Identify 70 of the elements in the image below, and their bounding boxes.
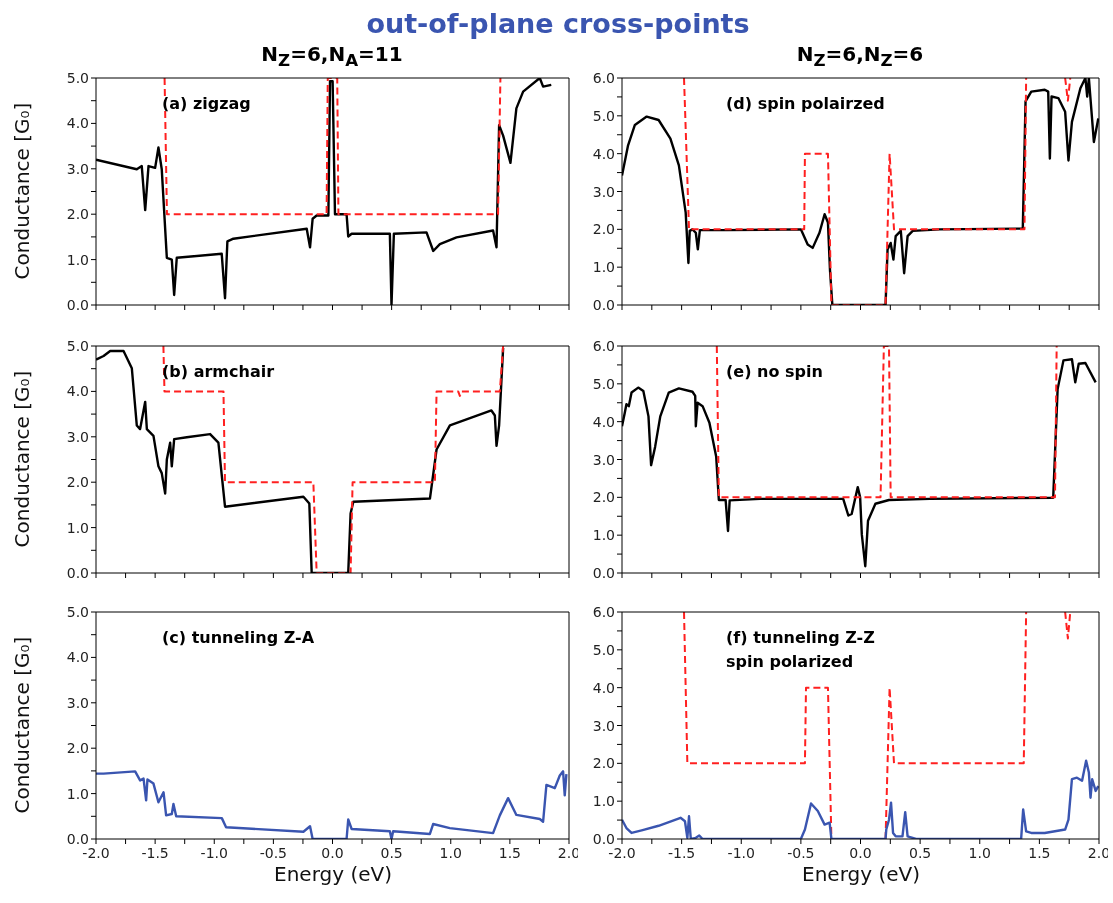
x-tick-label: 1.5	[498, 845, 522, 861]
x-axis-title: Energy (eV)	[801, 861, 921, 887]
y-axis-title: Conductance [G₀]	[9, 635, 35, 816]
annotation: (c) tunneling Z-A	[162, 627, 315, 649]
annotation: (e) no spin	[726, 361, 823, 383]
y-tick-label: 2.0	[592, 489, 615, 506]
y-tick-label: 4.0	[66, 115, 89, 132]
x-tick-label: -2.0	[608, 845, 636, 861]
annotation: (f) tunneling Z-Z spin polarized	[726, 627, 875, 673]
x-tick-label: 0.5	[380, 845, 403, 861]
annotation: (b) armchair	[162, 361, 275, 383]
x-tick-label: 1.5	[1028, 845, 1051, 861]
y-tick-label: 5.0	[66, 604, 89, 620]
y-tick-label: 6.0	[592, 604, 615, 620]
y-tick-label: 2.0	[66, 474, 89, 491]
y-tick-label: 3.0	[592, 451, 615, 468]
y-tick-label: 3.0	[66, 694, 89, 711]
y-tick-label: 5.0	[592, 107, 615, 124]
annotation: (a) zigzag	[162, 93, 251, 115]
y-tick-label: 4.0	[592, 413, 615, 430]
x-tick-label: 1.0	[968, 845, 991, 861]
chart-subtitle: N$_{Z}$=6,N$_{A}$=11	[260, 42, 404, 70]
y-tick-label: 5.0	[66, 70, 89, 86]
y-tick-label: 3.0	[66, 160, 89, 177]
y-tick-label: 4.0	[66, 649, 89, 666]
y-tick-label: 6.0	[592, 338, 615, 354]
y-tick-label: 3.0	[66, 428, 89, 445]
x-tick-label: 0.5	[908, 845, 932, 861]
y-tick-label: 2.0	[66, 740, 89, 757]
x-tick-label: -2.0	[82, 845, 110, 861]
y-axis-title: Conductance [G₀]	[9, 369, 35, 550]
y-tick-label: 0.0	[66, 565, 89, 581]
y-tick-label: 5.0	[592, 375, 615, 392]
y-tick-label: 5.0	[592, 641, 615, 658]
y-tick-label: 4.0	[66, 383, 89, 400]
y-tick-label: 1.0	[66, 251, 89, 268]
x-tick-label: -1.0	[200, 845, 228, 861]
y-axis-title: Conductance [G₀]	[9, 101, 35, 282]
y-tick-label: 2.0	[592, 755, 615, 772]
y-tick-label: 5.0	[66, 338, 89, 354]
y-tick-label: 1.0	[66, 785, 89, 802]
y-tick-label: 4.0	[592, 679, 615, 696]
x-tick-label: 0.0	[849, 845, 872, 861]
chart-title: out-of-plane cross-points	[365, 8, 751, 39]
y-tick-label: 6.0	[592, 70, 615, 86]
y-tick-label: 1.0	[592, 259, 615, 276]
x-tick-label: 0.0	[321, 845, 344, 861]
y-tick-label: 0.0	[66, 831, 89, 847]
y-tick-label: 1.0	[66, 519, 89, 536]
line-series	[162, 346, 505, 573]
y-tick-label: 1.0	[592, 527, 615, 544]
chart-subtitle: N$_{Z}$=6,N$_{Z}$=6	[795, 42, 925, 70]
x-tick-label: 1.0	[439, 845, 462, 861]
x-tick-label: -1.0	[727, 845, 755, 861]
y-tick-label: 4.0	[592, 145, 615, 162]
y-tick-label: 3.0	[592, 717, 615, 734]
y-tick-label: 0.0	[592, 297, 615, 313]
annotation: (d) spin polairzed	[726, 93, 885, 115]
y-tick-label: 0.0	[592, 565, 615, 581]
y-tick-label: 2.0	[66, 206, 89, 223]
x-tick-label: -0.5	[787, 845, 815, 861]
y-tick-label: 1.0	[592, 793, 615, 810]
y-tick-label: 0.0	[592, 831, 615, 847]
x-tick-label: -1.5	[667, 845, 696, 861]
x-axis-title: Energy (eV)	[273, 861, 393, 887]
y-tick-label: 3.0	[592, 183, 615, 200]
y-tick-label: 0.0	[66, 297, 89, 313]
x-tick-label: -0.5	[259, 845, 288, 861]
x-tick-label: -1.5	[141, 845, 169, 861]
y-tick-label: 2.0	[592, 221, 615, 238]
